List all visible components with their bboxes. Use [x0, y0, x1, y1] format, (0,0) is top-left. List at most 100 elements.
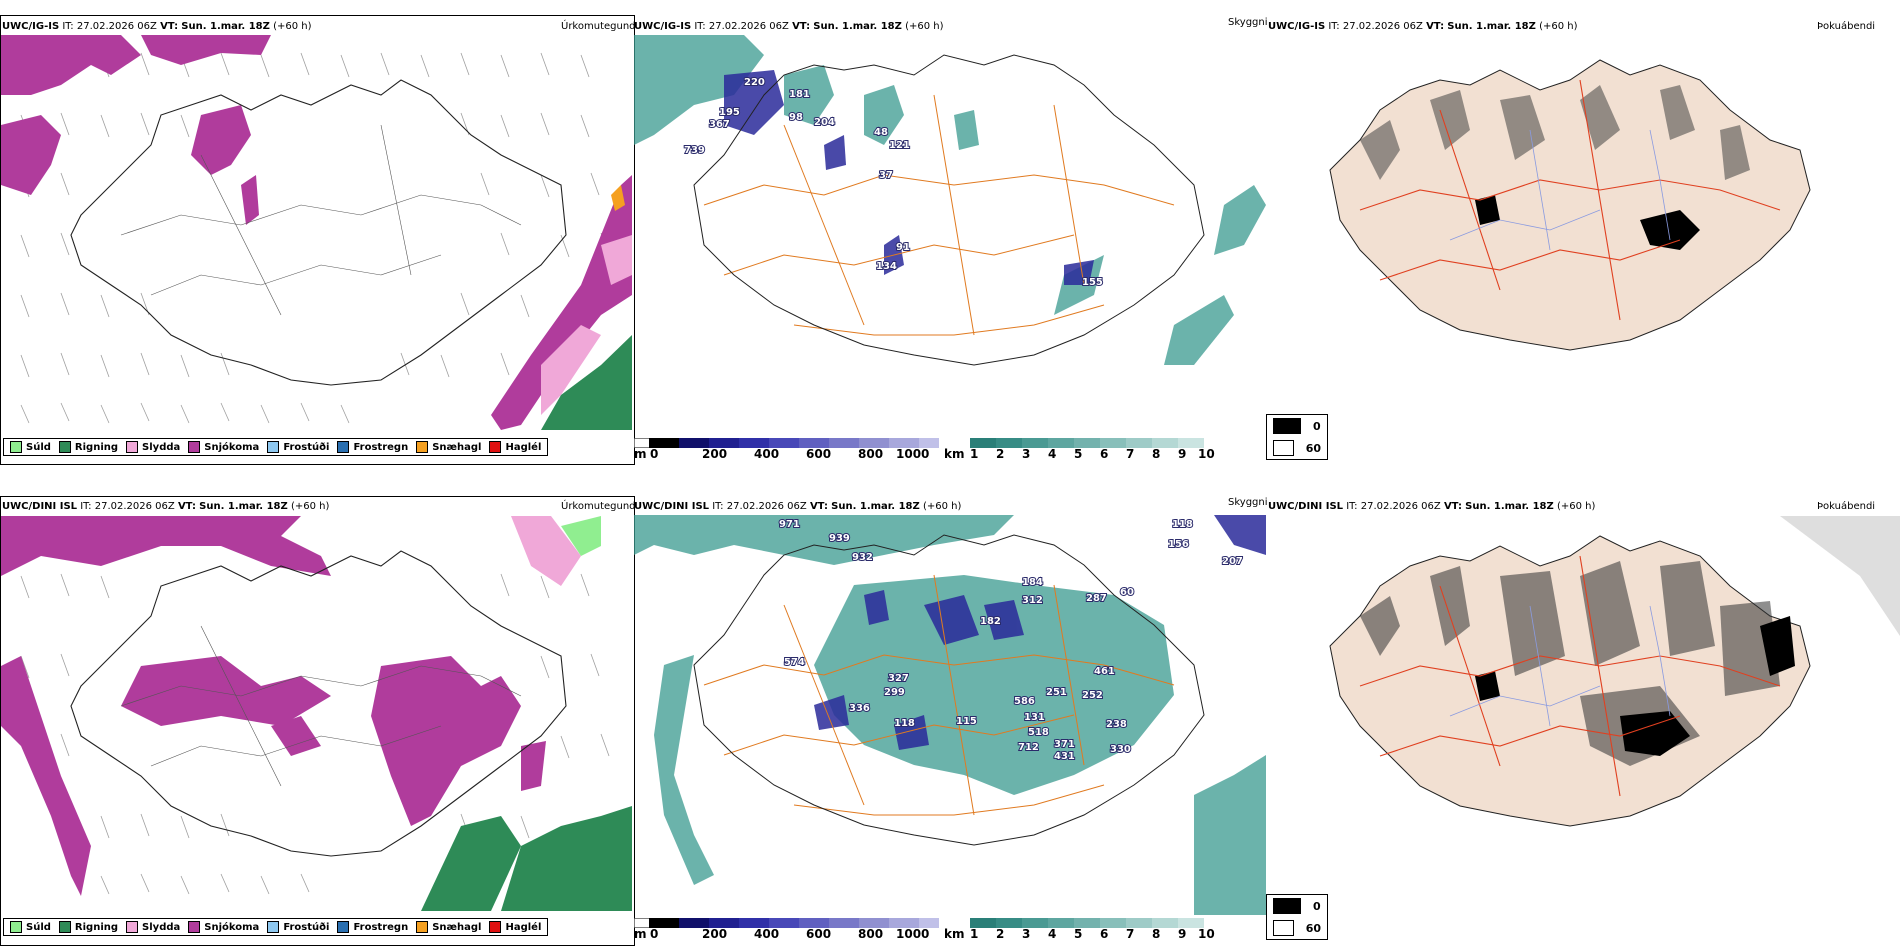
svg-text:182: 182 — [980, 616, 1001, 627]
svg-text:939: 939 — [829, 533, 850, 544]
legend-item: Haglél — [489, 921, 541, 933]
svg-text:367: 367 — [709, 119, 730, 130]
visibility-shading — [634, 35, 1266, 365]
svg-text:115: 115 — [956, 716, 977, 727]
visibility-header-bottom: UWC/DINI ISL IT: 27.02.2026 06Z VT: Sun.… — [634, 501, 962, 512]
iceland-outline — [70, 550, 567, 857]
ice-pellet-patches — [611, 185, 625, 211]
legend-swatch — [337, 441, 350, 453]
visibility-colorbar-m-top — [634, 438, 939, 448]
visibility-header-top: UWC/IG-IS IT: 27.02.2026 06Z VT: Sun. 1.… — [634, 21, 944, 32]
svg-text:48: 48 — [874, 127, 888, 138]
precip-header-bottom: UWC/DINI ISL IT: 27.02.2026 06Z VT: Sun.… — [2, 501, 330, 512]
svg-text:118: 118 — [1172, 519, 1193, 530]
snow-patches — [1, 516, 546, 896]
svg-text:155: 155 — [1082, 277, 1103, 288]
legend-item: Snæhagl — [416, 441, 481, 453]
svg-text:932: 932 — [852, 552, 873, 563]
coast-shadow — [1780, 516, 1900, 636]
wind-barbs — [20, 52, 610, 424]
fog-legend-item: 60 — [1267, 917, 1327, 939]
drizzle-patches — [561, 516, 601, 556]
fog-legend-top: 0 60 — [1266, 414, 1328, 460]
legend-swatch — [416, 441, 429, 453]
legend-item: Slydda — [126, 921, 180, 933]
visibility-colorbar-km-top — [970, 438, 1234, 448]
precip-title-top: Úrkomutegund — [561, 21, 636, 32]
legend-swatch — [337, 921, 350, 933]
legend-item: Slydda — [126, 441, 180, 453]
legend-swatch — [489, 441, 502, 453]
svg-text:204: 204 — [814, 117, 835, 128]
svg-text:60: 60 — [1120, 587, 1134, 598]
iceland-outline — [693, 54, 1205, 366]
visibility-values-bottom: 971 939 932 118 156 207 184 312 287 60 5… — [778, 518, 1244, 763]
roads — [1359, 555, 1781, 797]
svg-text:299: 299 — [884, 687, 905, 698]
legend-swatch — [126, 441, 139, 453]
legend-swatch — [188, 441, 201, 453]
svg-text:586: 586 — [1014, 696, 1035, 707]
legend-item: Snjókoma — [188, 441, 259, 453]
fog-legend-item: 60 — [1267, 437, 1327, 459]
legend-item: Frostregn — [337, 921, 408, 933]
legend-item: Frostúði — [267, 441, 329, 453]
svg-text:971: 971 — [779, 519, 800, 530]
legend-item: Frostregn — [337, 441, 408, 453]
precip-legend-top: Súld Rigning Slydda Snjókoma Frostúði Fr… — [3, 438, 549, 456]
svg-text:431: 431 — [1054, 751, 1075, 762]
svg-text:195: 195 — [719, 107, 740, 118]
svg-text:121: 121 — [889, 140, 910, 151]
colorbar-km-labels-top: km 1 2 3 4 5 6 7 8 9 10 — [944, 447, 1215, 461]
fog-shading — [1360, 85, 1750, 180]
iceland-outline — [70, 79, 567, 386]
svg-text:184: 184 — [1022, 577, 1043, 588]
svg-text:220: 220 — [744, 77, 765, 88]
roads — [703, 574, 1175, 816]
fog-header-bottom: UWC/DINI ISL IT: 27.02.2026 06Z VT: Sun.… — [1268, 501, 1596, 512]
colorbar-m-labels-top: m 0 200 400 600 800 1000 — [634, 447, 930, 461]
svg-text:238: 238 — [1106, 719, 1127, 730]
svg-text:518: 518 — [1028, 727, 1049, 738]
legend-swatch — [10, 921, 22, 933]
colorbar-m-labels-bottom: m 0 200 400 600 800 1000 — [634, 927, 930, 941]
legend-swatch — [58, 921, 71, 933]
fog-dense — [1475, 195, 1700, 250]
svg-text:330: 330 — [1110, 744, 1131, 755]
rain-patches — [421, 806, 632, 911]
legend-swatch — [267, 441, 280, 453]
legend-item: Rigning — [58, 921, 118, 933]
svg-text:98: 98 — [789, 112, 803, 123]
rivers — [1449, 129, 1671, 251]
svg-text:207: 207 — [1222, 556, 1243, 567]
fog-title-top: Þokuábendi — [1817, 21, 1876, 32]
sleet-patches — [541, 235, 632, 415]
fog-map-top — [1329, 59, 1811, 351]
svg-text:37: 37 — [879, 170, 893, 181]
svg-text:574: 574 — [784, 657, 805, 668]
visibility-map-top: 220 181 195 98 204 367 739 121 48 37 91 … — [634, 35, 1266, 366]
precip-map-bottom — [1, 516, 632, 911]
visibility-shading — [634, 515, 1266, 915]
svg-text:252: 252 — [1082, 690, 1103, 701]
fog-legend-item: 0 — [1267, 415, 1327, 437]
legend-swatch — [126, 921, 139, 933]
legend-swatch — [1273, 440, 1294, 456]
sleet-patches — [511, 516, 581, 586]
svg-text:118: 118 — [894, 718, 915, 729]
legend-swatch — [1273, 920, 1294, 936]
fog-legend-bottom: 0 60 — [1266, 894, 1328, 940]
legend-item: Súld — [10, 921, 51, 933]
fog-dense — [1475, 616, 1795, 756]
legend-item: Haglél — [489, 441, 541, 453]
rivers — [1449, 605, 1671, 727]
svg-text:327: 327 — [888, 673, 909, 684]
svg-text:371: 371 — [1054, 739, 1075, 750]
precip-title-bottom: Úrkomutegund — [561, 501, 636, 512]
legend-swatch — [1273, 418, 1301, 434]
legend-swatch — [1273, 898, 1301, 914]
iceland-land — [1329, 59, 1811, 351]
legend-swatch — [188, 921, 201, 933]
fog-header-top: UWC/IG-IS IT: 27.02.2026 06Z VT: Sun. 1.… — [1268, 21, 1578, 32]
legend-swatch — [267, 921, 280, 933]
